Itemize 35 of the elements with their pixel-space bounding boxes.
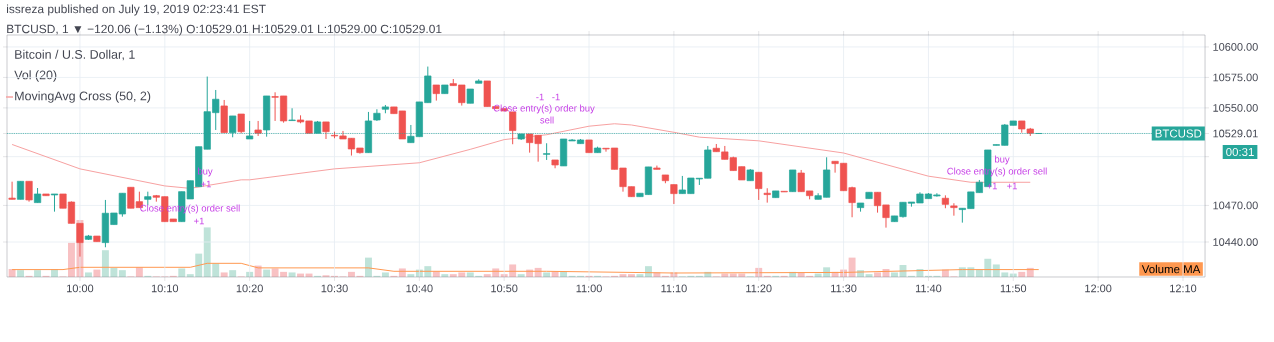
x-tick-label: 10:30 <box>321 284 348 293</box>
annotation: sell <box>540 116 554 124</box>
annotation: +1 <box>1007 182 1017 190</box>
x-tick-label: 11:00 <box>576 284 602 293</box>
x-tick-label: 12:00 <box>1085 284 1112 293</box>
x-tick-label: 10:10 <box>151 284 179 293</box>
x-tick-label: 11:40 <box>915 284 942 293</box>
x-tick-label: 10:50 <box>491 284 518 293</box>
annotation: -1 <box>552 93 560 101</box>
x-tick-label: 10:00 <box>67 284 94 293</box>
annotation: buy <box>995 155 1010 165</box>
x-tick-label: 10:40 <box>406 284 433 293</box>
x-tick-label: 11:50 <box>1000 284 1027 293</box>
x-tick-label: 11:10 <box>661 284 687 293</box>
annotation: +1 <box>987 182 997 190</box>
chart-title: Vol (20) <box>14 70 57 82</box>
x-tick-label: 12:10 <box>1170 284 1197 293</box>
annotation: -1 <box>536 93 544 101</box>
legend-label: MovingAvg Cross (50, 2) <box>15 91 151 103</box>
x-tick-label: 10:20 <box>236 284 263 293</box>
annotation: +1 <box>194 217 204 225</box>
y-tick-label: 10600.00 <box>1213 43 1258 51</box>
x-tick-label: 11:30 <box>831 284 857 293</box>
y-tick-label: 10470.00 <box>1213 201 1258 210</box>
y-tick-label: 10575.00 <box>1213 73 1258 82</box>
text: Bitcoin / U.S. Dollar, 1 <box>15 49 135 61</box>
y-tick-label: 10529.01 <box>1213 129 1258 138</box>
y-tick-label: 10440.00 <box>1213 238 1258 246</box>
ref-line-label: BTCUSD <box>1155 129 1202 138</box>
text: issreza published on July 19, 2019 02:23:41 EST <box>7 4 266 16</box>
y-tick-label: 10550.00 <box>1213 104 1258 112</box>
text: Volume MA <box>1141 264 1201 274</box>
text: 00:31 <box>1226 147 1254 157</box>
annotation: BTCUSD, 1 ▼ −120.06 (−1.13%) O:10529.01 H:10529.01 L:10529.00 C:10529.01 <box>7 24 442 36</box>
x-tick-label: 11:20 <box>746 284 772 293</box>
